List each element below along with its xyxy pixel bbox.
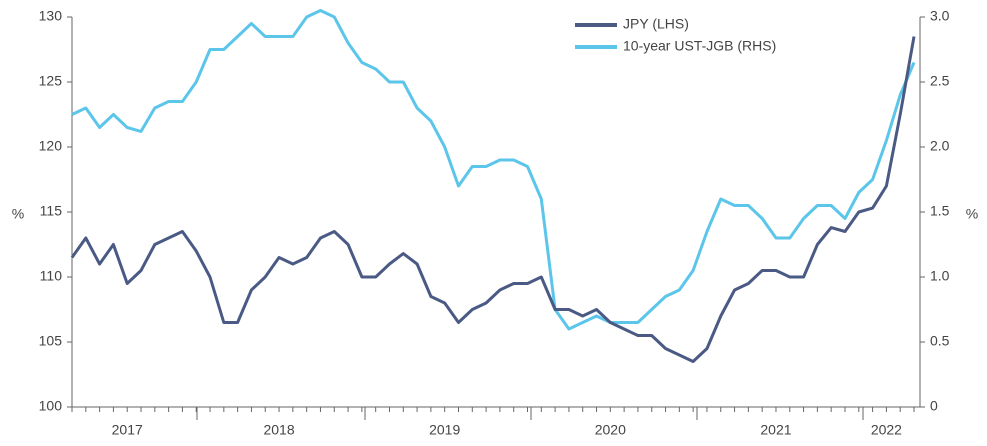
y2-tick-label: 2.5 xyxy=(930,73,950,89)
y-tick-label: 115 xyxy=(40,203,63,219)
x-tick-label: 2019 xyxy=(429,422,460,438)
y-tick-label: 105 xyxy=(39,333,63,349)
y2-tick-label: 0 xyxy=(930,398,938,414)
legend-label: JPY (LHS) xyxy=(623,16,689,32)
year-ticks xyxy=(196,407,864,420)
y-tick-label: 130 xyxy=(39,8,63,24)
series-line xyxy=(70,36,916,363)
y2-tick-label: 2.0 xyxy=(930,138,950,154)
y2-tick-label: 1.5 xyxy=(930,203,950,219)
x-tick-label: 2020 xyxy=(595,422,626,438)
series-line xyxy=(71,9,916,331)
y-tick-label: 120 xyxy=(39,138,63,154)
legend-label: 10-year UST-JGB (RHS) xyxy=(623,38,776,54)
x-tick-label: 2021 xyxy=(760,422,791,438)
y-tick-label: 125 xyxy=(39,73,63,89)
y2-tick-label: 0.5 xyxy=(930,333,950,349)
y2-tick-label: 1.0 xyxy=(930,268,950,284)
y2-tick-label: 3.0 xyxy=(930,8,950,24)
x-tick-label: 2018 xyxy=(263,422,294,438)
y-tick-label: 110 xyxy=(40,268,63,284)
x-tick-label: 2022 xyxy=(871,422,902,438)
y-tick-label: 100 xyxy=(39,398,63,414)
x-tick-label: 2017 xyxy=(112,422,143,438)
y-axis-label: % xyxy=(12,206,24,222)
y2-axis-label: % xyxy=(966,206,978,222)
